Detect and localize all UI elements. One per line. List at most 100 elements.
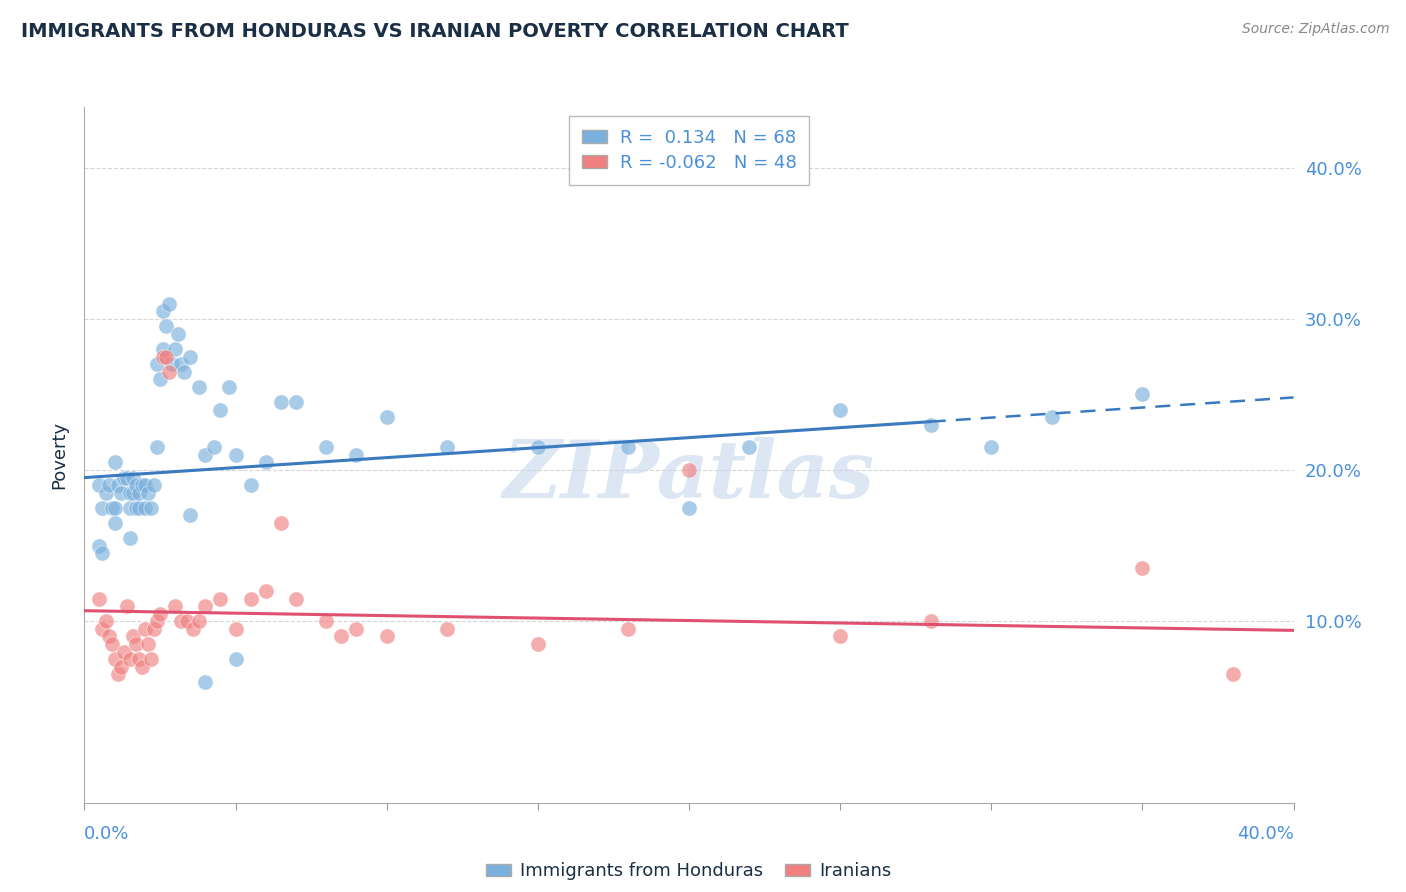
Text: ZIPatlas: ZIPatlas xyxy=(503,437,875,515)
Point xyxy=(330,629,353,643)
Point xyxy=(375,410,398,425)
Point xyxy=(527,637,550,651)
Point xyxy=(115,599,138,614)
Point xyxy=(375,629,398,643)
Point xyxy=(315,615,337,629)
Point xyxy=(160,357,183,371)
Point xyxy=(170,357,193,371)
Point xyxy=(738,441,761,455)
Point xyxy=(115,470,138,484)
Point xyxy=(285,591,308,606)
Point xyxy=(202,441,225,455)
Point xyxy=(209,591,232,606)
Point xyxy=(94,485,117,500)
Point xyxy=(97,629,120,643)
Point xyxy=(146,357,169,371)
Point xyxy=(152,304,174,318)
Point xyxy=(104,500,127,515)
Point xyxy=(118,500,141,515)
Point xyxy=(270,516,292,530)
Text: Source: ZipAtlas.com: Source: ZipAtlas.com xyxy=(1241,22,1389,37)
Point xyxy=(225,622,247,636)
Point xyxy=(128,485,150,500)
Point xyxy=(128,652,150,666)
Point xyxy=(179,350,201,364)
Point xyxy=(170,615,193,629)
Point xyxy=(91,500,114,515)
Point xyxy=(136,637,159,651)
Point xyxy=(142,478,165,492)
Point xyxy=(218,380,240,394)
Point xyxy=(125,478,148,492)
Point xyxy=(346,448,368,462)
Point xyxy=(188,380,211,394)
Point xyxy=(285,395,308,409)
Legend: Immigrants from Honduras, Iranians: Immigrants from Honduras, Iranians xyxy=(479,855,898,888)
Point xyxy=(1130,561,1153,575)
Point xyxy=(91,546,114,560)
Point xyxy=(830,402,852,417)
Point xyxy=(125,637,148,651)
Point xyxy=(107,667,129,681)
Point xyxy=(149,372,172,386)
Point xyxy=(89,539,111,553)
Point xyxy=(131,659,153,673)
Point xyxy=(617,622,640,636)
Point xyxy=(436,441,458,455)
Point xyxy=(155,350,177,364)
Point xyxy=(152,342,174,356)
Point xyxy=(254,455,277,469)
Point xyxy=(225,448,247,462)
Point xyxy=(149,607,172,621)
Point xyxy=(146,441,169,455)
Point xyxy=(107,478,129,492)
Point xyxy=(179,508,201,523)
Point xyxy=(188,615,211,629)
Point xyxy=(678,463,700,477)
Point xyxy=(225,652,247,666)
Point xyxy=(118,652,141,666)
Point xyxy=(104,652,127,666)
Point xyxy=(136,485,159,500)
Point xyxy=(194,674,217,689)
Point xyxy=(100,500,122,515)
Point xyxy=(110,485,132,500)
Point xyxy=(176,615,198,629)
Point xyxy=(89,478,111,492)
Point xyxy=(112,470,135,484)
Point xyxy=(165,599,187,614)
Point xyxy=(165,342,187,356)
Y-axis label: Poverty: Poverty xyxy=(51,421,69,489)
Text: 40.0%: 40.0% xyxy=(1237,825,1294,843)
Point xyxy=(110,659,132,673)
Point xyxy=(678,500,700,515)
Point xyxy=(617,441,640,455)
Point xyxy=(152,350,174,364)
Point xyxy=(167,326,190,341)
Point xyxy=(173,365,195,379)
Point xyxy=(1040,410,1063,425)
Point xyxy=(157,296,180,310)
Point xyxy=(194,599,217,614)
Point xyxy=(157,365,180,379)
Point xyxy=(980,441,1002,455)
Point xyxy=(97,478,120,492)
Point xyxy=(239,591,262,606)
Point xyxy=(139,652,162,666)
Text: IMMIGRANTS FROM HONDURAS VS IRANIAN POVERTY CORRELATION CHART: IMMIGRANTS FROM HONDURAS VS IRANIAN POVE… xyxy=(21,22,849,41)
Point xyxy=(104,516,127,530)
Point xyxy=(121,470,143,484)
Point xyxy=(315,441,337,455)
Point xyxy=(155,319,177,334)
Point xyxy=(131,478,153,492)
Point xyxy=(134,478,156,492)
Point xyxy=(346,622,368,636)
Point xyxy=(239,478,262,492)
Point xyxy=(91,622,114,636)
Point xyxy=(146,615,169,629)
Text: 0.0%: 0.0% xyxy=(84,825,129,843)
Point xyxy=(125,500,148,515)
Point xyxy=(194,448,217,462)
Point xyxy=(134,622,156,636)
Point xyxy=(118,531,141,545)
